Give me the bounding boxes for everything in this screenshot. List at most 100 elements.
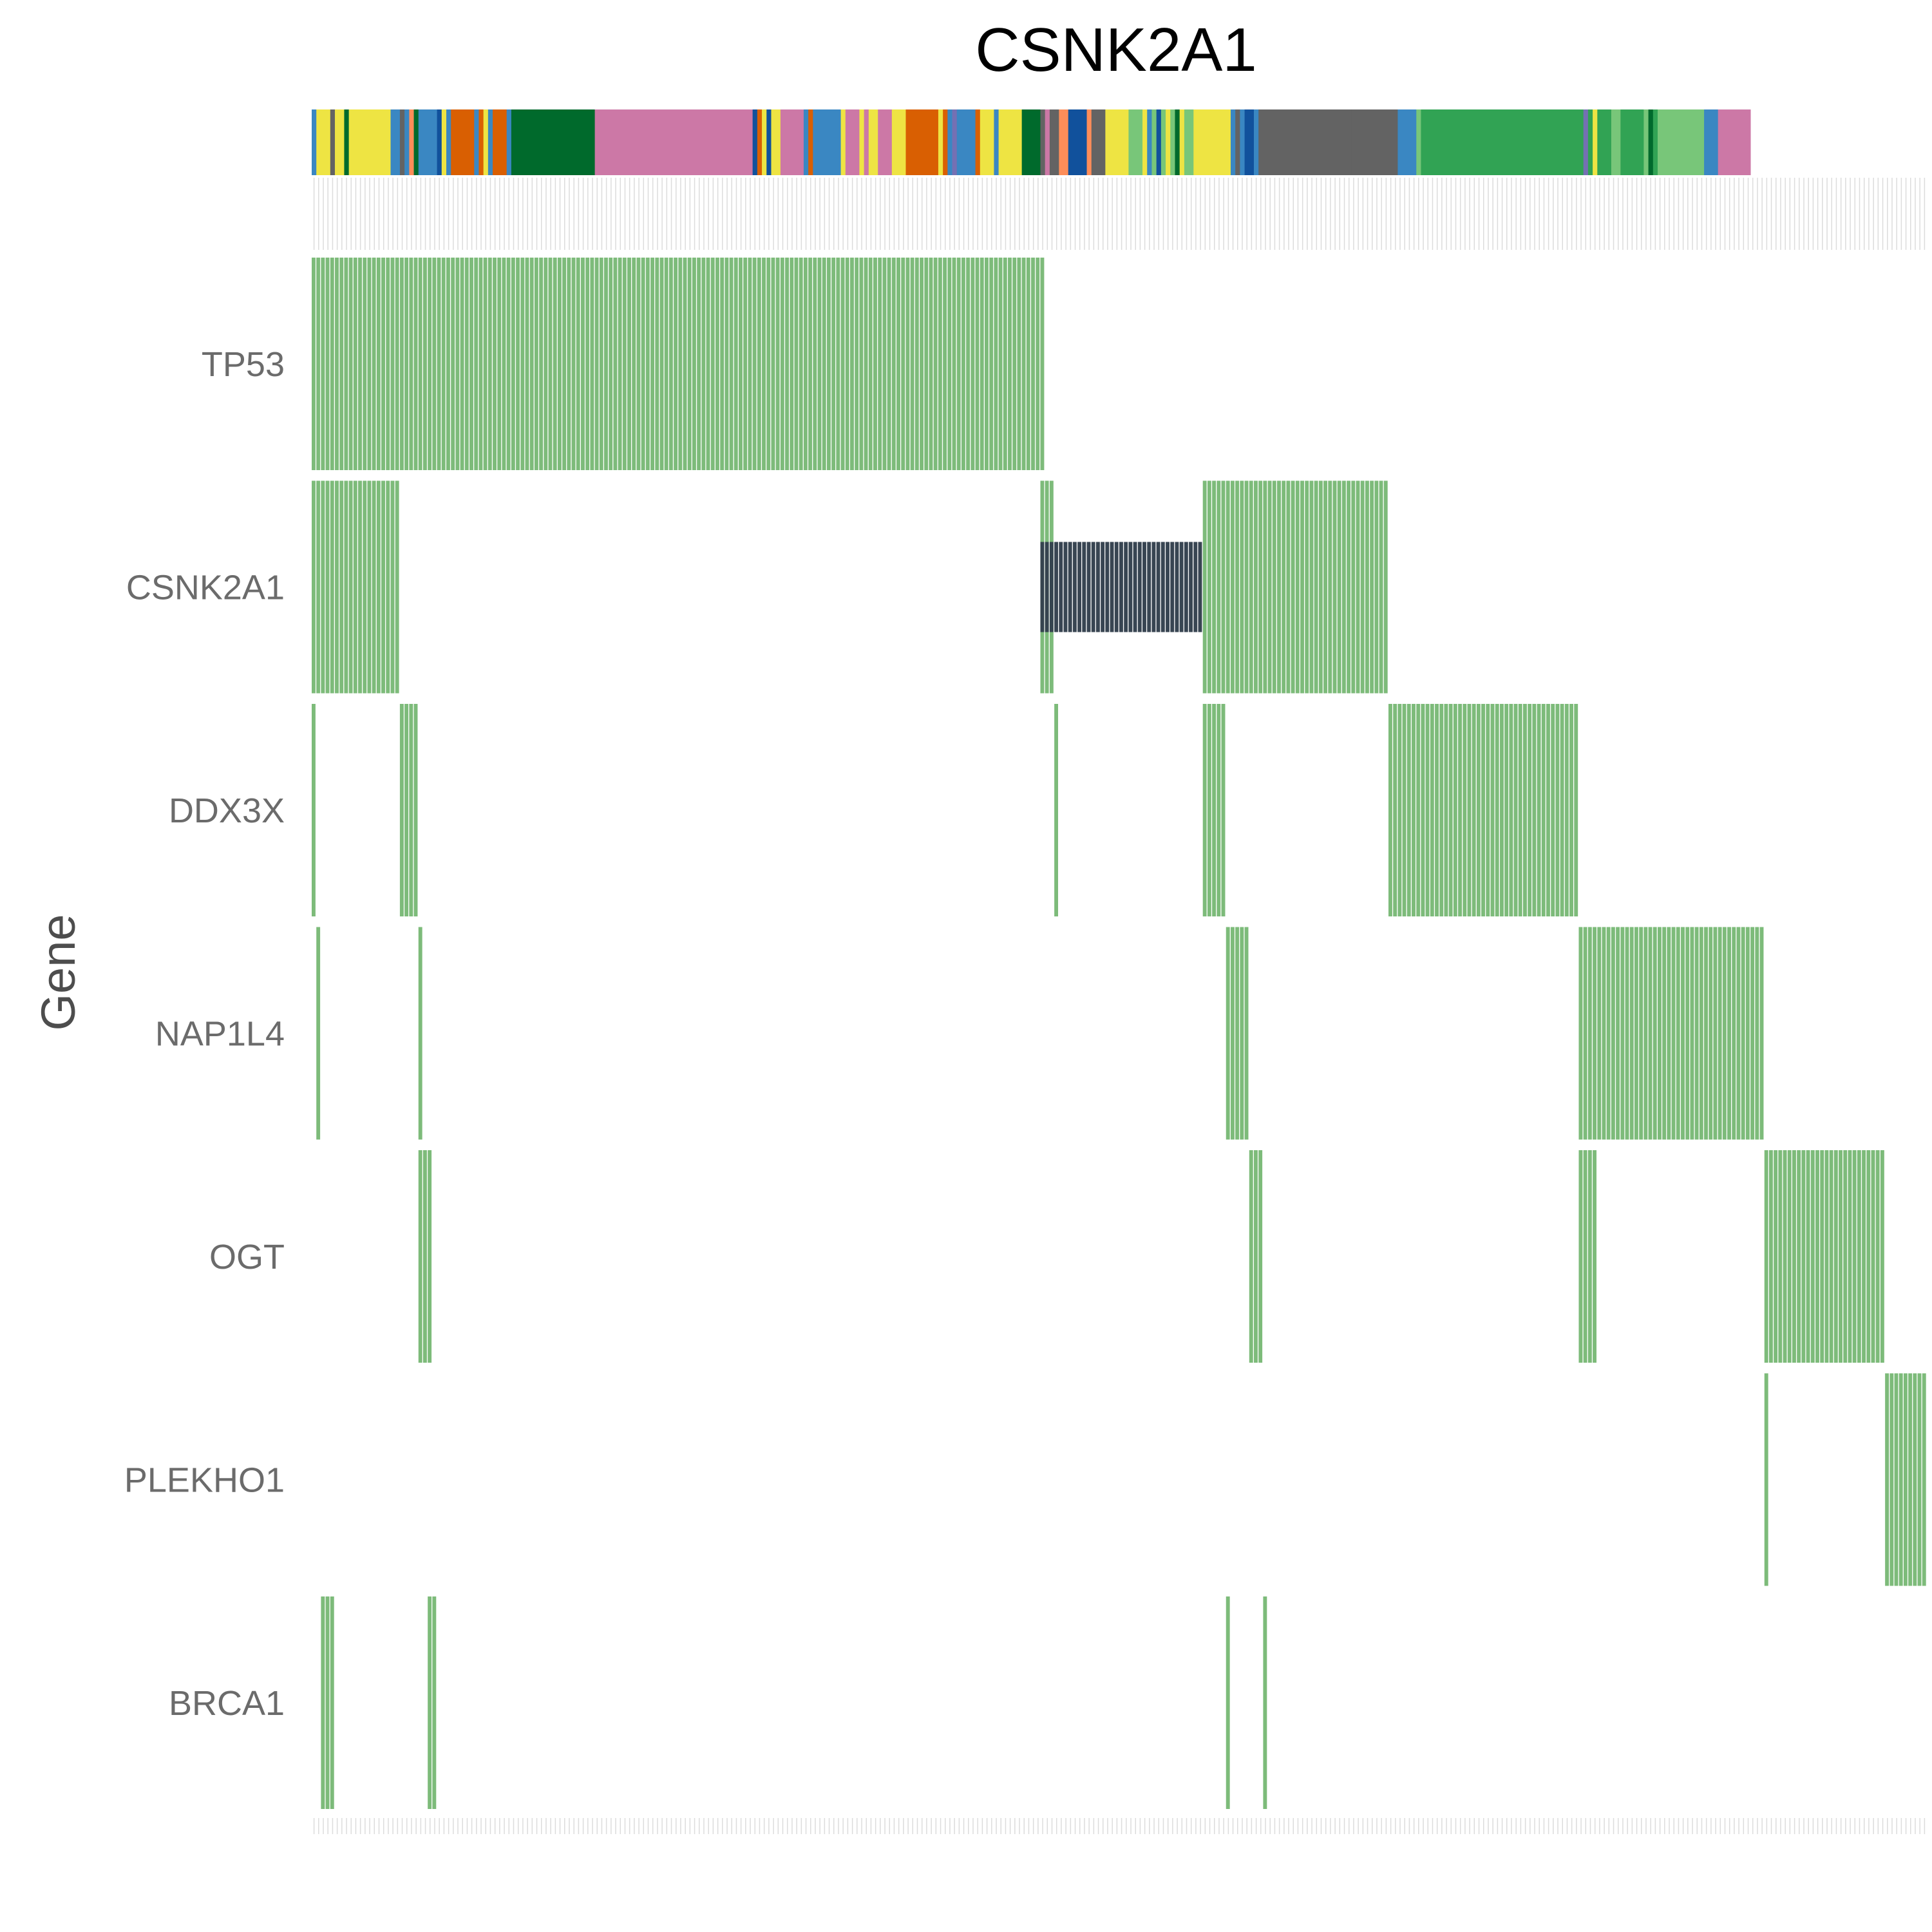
cell-ddx3x-258 xyxy=(1509,704,1513,916)
cell-tp53-34 xyxy=(469,258,473,470)
annotation-segment-10 xyxy=(413,109,419,175)
cell-nap1l4-285 xyxy=(1634,927,1638,1140)
annotation-segment-38 xyxy=(878,109,893,175)
annotation-segment-87 xyxy=(1643,109,1649,175)
cell-tp53-122 xyxy=(878,258,882,470)
cell-tp53-117 xyxy=(855,258,859,470)
cell-ddx3x-261 xyxy=(1523,704,1527,916)
cell-csnk2a1-6 xyxy=(339,480,344,694)
cell-csnk2a1-211 xyxy=(1291,480,1295,694)
cell-tp53-138 xyxy=(952,258,956,470)
highlight-csnk2a1-159 xyxy=(1049,542,1054,632)
annotation-segment-7 xyxy=(399,109,405,175)
cell-ddx3x-234 xyxy=(1397,704,1402,916)
cell-tp53-137 xyxy=(947,258,952,470)
annotation-segment-25 xyxy=(757,109,762,175)
cell-tp53-154 xyxy=(1026,258,1030,470)
cell-nap1l4-306 xyxy=(1732,927,1736,1140)
cell-ogt-331 xyxy=(1848,1150,1852,1363)
cell-nap1l4-277 xyxy=(1597,927,1602,1140)
cell-tp53-94 xyxy=(748,258,752,470)
cell-csnk2a1-231 xyxy=(1383,480,1388,694)
cell-nap1l4-279 xyxy=(1606,927,1611,1140)
annotation-segment-2 xyxy=(330,109,336,175)
highlight-csnk2a1-170 xyxy=(1101,542,1105,632)
cell-ddx3x-243 xyxy=(1439,704,1444,916)
cell-tp53-31 xyxy=(455,258,460,470)
annotation-segment-32 xyxy=(813,109,841,175)
cell-tp53-143 xyxy=(975,258,980,470)
cell-tp53-95 xyxy=(752,258,757,470)
cell-tp53-105 xyxy=(799,258,803,470)
cell-tp53-74 xyxy=(655,258,659,470)
annotation-segment-80 xyxy=(1421,109,1584,175)
cell-csnk2a1-13 xyxy=(372,480,376,694)
highlight-csnk2a1-182 xyxy=(1156,542,1160,632)
annotation-segment-13 xyxy=(441,109,447,175)
cell-tp53-33 xyxy=(464,258,469,470)
annotation-segment-29 xyxy=(780,109,804,175)
cell-tp53-57 xyxy=(576,258,580,470)
highlight-csnk2a1-180 xyxy=(1147,542,1151,632)
cell-tp53-6 xyxy=(339,258,344,470)
cell-tp53-93 xyxy=(743,258,748,470)
cell-tp53-113 xyxy=(836,258,840,470)
cell-ddx3x-254 xyxy=(1490,704,1495,916)
cell-csnk2a1-208 xyxy=(1277,480,1281,694)
cell-brca1-197 xyxy=(1226,1596,1230,1809)
cell-tp53-109 xyxy=(817,258,822,470)
annotation-segment-76 xyxy=(1258,109,1352,175)
cell-csnk2a1-197 xyxy=(1226,480,1230,694)
highlight-csnk2a1-189 xyxy=(1189,542,1193,632)
cell-ogt-204 xyxy=(1258,1150,1263,1363)
cell-ogt-337 xyxy=(1875,1150,1880,1363)
cell-ogt-334 xyxy=(1862,1150,1866,1363)
cell-nap1l4-198 xyxy=(1230,927,1235,1140)
cell-ddx3x-195 xyxy=(1217,704,1221,916)
cell-tp53-84 xyxy=(701,258,706,470)
cell-tp53-103 xyxy=(790,258,794,470)
cell-tp53-155 xyxy=(1031,258,1035,470)
annotation-segment-64 xyxy=(1160,109,1166,175)
cell-ogt-324 xyxy=(1815,1150,1819,1363)
cell-tp53-123 xyxy=(882,258,887,470)
annotation-segment-75 xyxy=(1254,109,1259,175)
cell-nap1l4-305 xyxy=(1727,927,1732,1140)
cell-ddx3x-245 xyxy=(1448,704,1453,916)
cell-csnk2a1-193 xyxy=(1207,480,1211,694)
cell-tp53-114 xyxy=(840,258,845,470)
annotation-segment-47 xyxy=(980,109,994,175)
cell-csnk2a1-204 xyxy=(1258,480,1263,694)
annotation-segment-21 xyxy=(506,109,512,175)
cell-ddx3x-194 xyxy=(1212,704,1217,916)
cell-ddx3x-256 xyxy=(1499,704,1504,916)
cell-csnk2a1-205 xyxy=(1263,480,1267,694)
cell-ddx3x-19 xyxy=(399,704,404,916)
annotation-segment-72 xyxy=(1235,109,1240,175)
cell-ogt-316 xyxy=(1778,1150,1783,1363)
cell-csnk2a1-200 xyxy=(1240,480,1244,694)
cell-tp53-18 xyxy=(395,258,399,470)
cell-tp53-75 xyxy=(659,258,664,470)
cell-tp53-141 xyxy=(966,258,971,470)
cell-tp53-49 xyxy=(539,258,544,470)
annotation-segment-60 xyxy=(1142,109,1148,175)
cell-ddx3x-249 xyxy=(1467,704,1472,916)
annotation-segment-45 xyxy=(956,109,976,175)
cell-tp53-133 xyxy=(929,258,933,470)
cell-csnk2a1-5 xyxy=(335,480,339,694)
annotation-segment-82 xyxy=(1587,109,1593,175)
cell-csnk2a1-213 xyxy=(1300,480,1304,694)
annotation-segment-43 xyxy=(947,109,952,175)
cell-tp53-2 xyxy=(321,258,325,470)
cell-tp53-68 xyxy=(627,258,631,470)
cell-csnk2a1-201 xyxy=(1244,480,1249,694)
annotation-bar xyxy=(312,109,1751,175)
annotation-segment-30 xyxy=(803,109,809,175)
cell-csnk2a1-9 xyxy=(353,480,357,694)
cell-tp53-42 xyxy=(506,258,511,470)
cell-nap1l4-297 xyxy=(1690,927,1694,1140)
cell-tp53-77 xyxy=(668,258,673,470)
cell-csnk2a1-219 xyxy=(1328,480,1332,694)
gene-label-ddx3x: DDX3X xyxy=(169,791,285,830)
